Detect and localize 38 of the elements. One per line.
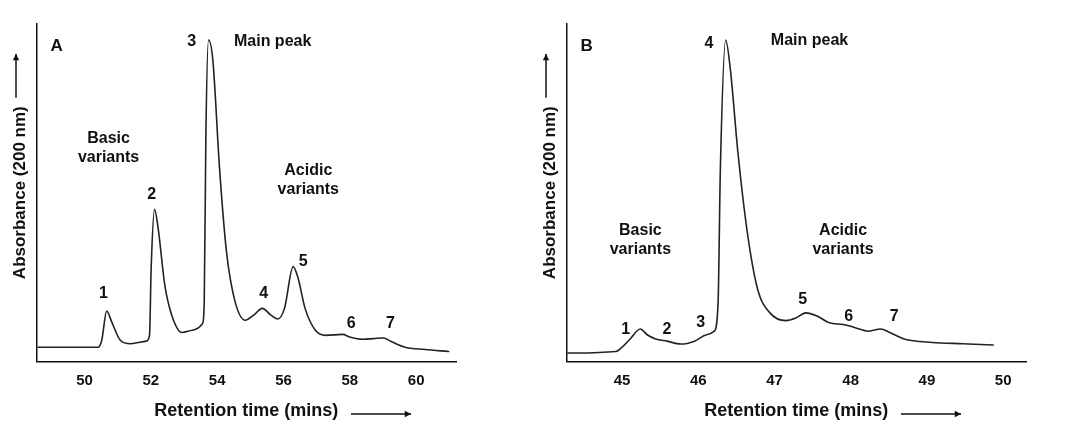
- x-tick-label: 45: [613, 370, 631, 388]
- annotation: 4: [704, 34, 714, 52]
- annotation: 7: [386, 314, 396, 332]
- annotation: 5: [298, 252, 308, 270]
- annotation: 3: [696, 313, 706, 331]
- x-tick-label: 58: [341, 370, 359, 388]
- annotation: Acidic variants: [812, 220, 874, 257]
- annotation: 2: [147, 185, 157, 203]
- x-axis-title: Retention time (mins): [154, 400, 339, 421]
- annotation: 2: [662, 320, 672, 338]
- x-tick-label: 48: [842, 370, 860, 388]
- annotation: 1: [621, 320, 631, 338]
- x-tick-label: 60: [407, 370, 425, 388]
- x-tick-label: 46: [689, 370, 707, 388]
- x-tick-label: 56: [275, 370, 292, 388]
- annotation: Main peak: [770, 30, 849, 48]
- annotation: 6: [346, 314, 356, 332]
- annotation: Main peak: [233, 32, 312, 50]
- x-tick-label: 49: [918, 370, 936, 388]
- chart-title: B: [580, 36, 593, 56]
- x-tick-label: 50: [994, 370, 1012, 388]
- annotation: 3: [187, 32, 197, 50]
- annotation: 4: [259, 284, 269, 302]
- x-tick-label: 47: [766, 370, 783, 388]
- y-axis-title: Absorbance (200 nm): [9, 106, 29, 280]
- annotation: Acidic variants: [277, 160, 340, 197]
- x-tick-label: 54: [208, 370, 227, 388]
- x-tick-label: 52: [142, 370, 160, 388]
- annotation: Basic variants: [609, 220, 672, 257]
- annotation: 5: [798, 290, 808, 308]
- annotation: 7: [889, 306, 899, 324]
- x-tick-label: 50: [76, 370, 93, 388]
- annotation: 1: [99, 284, 109, 302]
- annotation: 6: [844, 306, 854, 324]
- x-axis-title: Retention time (mins): [704, 400, 889, 421]
- y-axis-title: Absorbance (200 nm): [539, 106, 559, 280]
- chart-title: A: [50, 36, 63, 56]
- annotation: Basic variants: [77, 128, 140, 165]
